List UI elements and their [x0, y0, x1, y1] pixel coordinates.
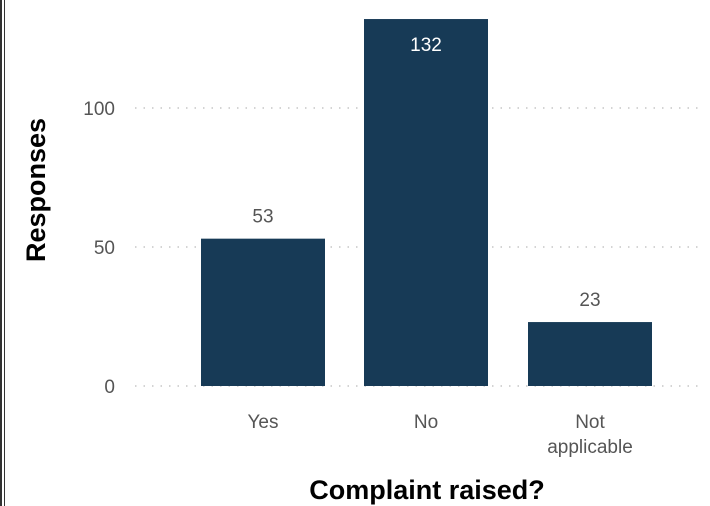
- y-tick-label: 0: [104, 377, 115, 398]
- x-tick-label: Yes: [248, 412, 279, 433]
- y-tick-label: 100: [83, 99, 115, 120]
- x-tick-label: Not: [575, 412, 605, 433]
- y-axis-ticks: 0 50 100: [83, 99, 115, 398]
- x-axis-title: Complaint raised?: [309, 475, 545, 505]
- bar: [201, 238, 325, 386]
- data-label: 53: [252, 207, 273, 228]
- bar: [364, 19, 488, 386]
- y-tick-label: 50: [94, 238, 115, 259]
- y-axis-title: Responses: [21, 118, 51, 262]
- x-tick-label: No: [414, 412, 438, 433]
- bar: [528, 322, 652, 386]
- bars: 53 132 23: [201, 19, 652, 386]
- frame-border: [0, 0, 2, 506]
- data-label: 132: [410, 35, 442, 56]
- frame-border-inner: [4, 0, 5, 506]
- x-axis-ticks: Yes No Not applicable: [248, 412, 633, 458]
- x-tick-label: applicable: [547, 437, 633, 458]
- data-label: 23: [579, 290, 600, 311]
